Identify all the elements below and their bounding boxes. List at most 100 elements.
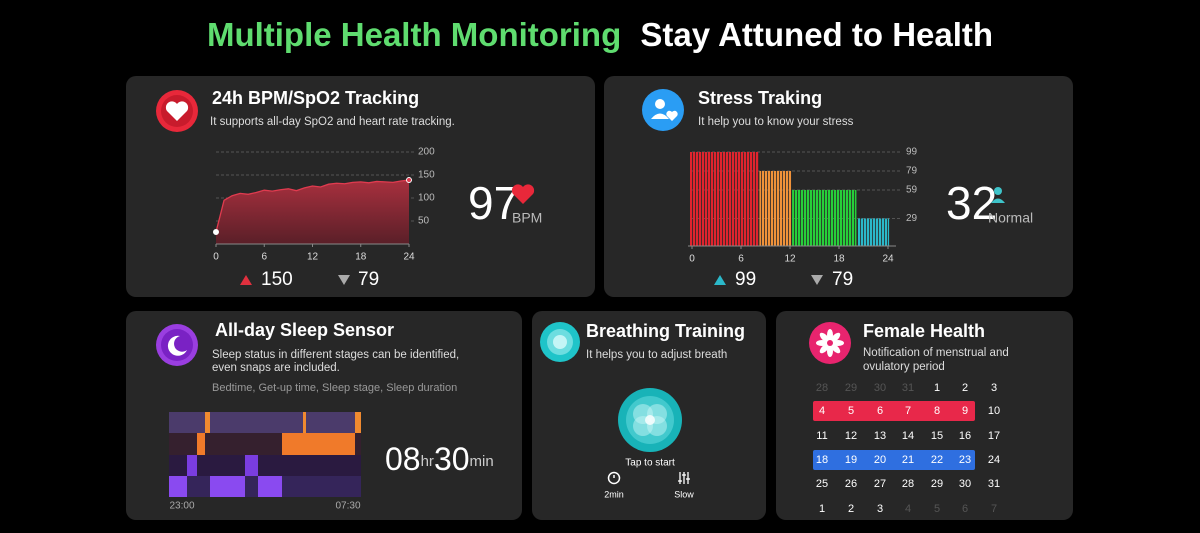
y-tick-label: 79 xyxy=(906,166,918,177)
calendar-day: 12 xyxy=(845,430,857,442)
calendar-day: 25 xyxy=(816,478,828,490)
minutes-unit: min xyxy=(470,453,494,470)
card-subtitle: ovulatory period xyxy=(863,361,945,373)
card-subtitle: It supports all-day SpO2 and heart rate … xyxy=(210,116,455,128)
charts: 50 100 150 200 0 6 12 18 24 29 59 79 99 0 6 12 18 24 xyxy=(213,147,918,265)
y-tick-label: 29 xyxy=(906,213,918,224)
up-arrow xyxy=(714,275,726,285)
calendar-day: 21 xyxy=(902,454,914,466)
breathing-icon xyxy=(540,322,580,362)
calendar-day: 2 xyxy=(848,503,854,515)
card-title: Breathing Training xyxy=(586,321,745,341)
calendar-day: 27 xyxy=(874,478,886,490)
card-subtitle: even snaps are included. xyxy=(212,362,340,374)
end-point xyxy=(406,177,412,184)
calendar-day: 4 xyxy=(819,405,825,417)
x-tick-label: 24 xyxy=(882,254,894,265)
calendar-day: 23 xyxy=(959,454,971,466)
calendar-day: 16 xyxy=(959,430,971,442)
calendar-day: 19 xyxy=(845,454,857,466)
minutes: 30 xyxy=(434,441,470,477)
x-tick-label: 0 xyxy=(689,254,695,265)
calendar-day: 20 xyxy=(874,454,886,466)
calendar-day: 5 xyxy=(848,405,854,417)
calendar-day: 15 xyxy=(931,430,943,442)
min-value: 79 xyxy=(358,269,379,290)
max-value: 150 xyxy=(261,269,293,290)
y-tick-label: 100 xyxy=(418,193,435,204)
person-glyph xyxy=(991,187,1005,203)
calendar-day: 3 xyxy=(991,382,997,394)
end-point xyxy=(213,229,219,236)
x-tick-label: 0 xyxy=(213,252,219,263)
card-title: All-day Sleep Sensor xyxy=(215,320,394,340)
calendar-day: 7 xyxy=(991,503,997,515)
period-band xyxy=(813,401,975,421)
calendar-day: 30 xyxy=(959,478,971,490)
calendar-day: 7 xyxy=(905,405,911,417)
x-tick-label: 18 xyxy=(833,254,845,265)
calendar-day: 17 xyxy=(988,430,1000,442)
calendar-day: 3 xyxy=(877,503,883,515)
calendar-day: 10 xyxy=(988,405,1000,417)
unit: BPM xyxy=(512,210,542,226)
calendar-day: 22 xyxy=(931,454,943,466)
card-title: 24h BPM/SpO2 Tracking xyxy=(212,88,419,108)
reading: 32 xyxy=(946,177,997,229)
start-time: 23:00 xyxy=(169,501,194,512)
card-subtitle: It helps you to adjust breath xyxy=(586,349,727,361)
y-tick-label: 99 xyxy=(906,147,918,158)
status: Normal xyxy=(988,210,1033,226)
female-icon xyxy=(809,322,851,364)
sleep-stage-chart xyxy=(169,412,361,497)
duration: 08hr30min xyxy=(385,441,494,477)
pace: Slow xyxy=(674,489,694,499)
y-tick-label: 59 xyxy=(906,185,918,196)
page-title: Multiple Health Monitoring Stay Attuned … xyxy=(207,16,993,53)
calendar-day: 18 xyxy=(816,454,828,466)
calendar-day: 26 xyxy=(845,478,857,490)
calendar-day: 4 xyxy=(905,503,911,515)
calendar-day: 30 xyxy=(874,382,886,394)
y-tick-label: 150 xyxy=(418,170,435,181)
hours-unit: hr xyxy=(421,453,434,470)
calendar-day: 1 xyxy=(934,382,940,394)
y-tick-label: 200 xyxy=(418,147,435,158)
ovulation-band xyxy=(813,450,975,470)
bar xyxy=(792,189,857,246)
calendar-day: 5 xyxy=(934,503,940,515)
x-tick-label: 24 xyxy=(403,252,415,263)
action[interactable]: Tap to start xyxy=(625,458,675,469)
calendar-day: 14 xyxy=(902,430,914,442)
card-title: Female Health xyxy=(863,321,985,341)
line xyxy=(215,179,410,233)
card-subtitle: Sleep status in different stages can be … xyxy=(212,349,459,361)
x-tick-label: 6 xyxy=(261,252,267,263)
bar xyxy=(857,218,890,246)
bar xyxy=(690,152,759,246)
calendar-day: 2 xyxy=(962,382,968,394)
down-arrow xyxy=(811,275,823,285)
heart-glyph xyxy=(511,184,535,204)
title-highlight: Multiple Health Monitoring xyxy=(207,16,621,53)
calendar-day: 1 xyxy=(819,503,825,515)
x-tick-label: 6 xyxy=(738,254,744,265)
calendar-day: 31 xyxy=(988,478,1000,490)
end-time: 07:30 xyxy=(335,501,360,512)
calendar-day: 8 xyxy=(934,405,940,417)
calendar-day: 13 xyxy=(874,430,886,442)
x-tick-label: 18 xyxy=(355,252,367,263)
max-value: 99 xyxy=(735,269,756,290)
down-arrow xyxy=(338,275,350,285)
bar xyxy=(759,170,792,246)
x-tick-label: 12 xyxy=(307,252,319,263)
calendar-day: 9 xyxy=(962,405,968,417)
start-button[interactable] xyxy=(618,388,682,452)
hours: 08 xyxy=(385,441,421,477)
heart-icon xyxy=(156,90,198,132)
min-value: 79 xyxy=(832,269,853,290)
x-tick-label: 12 xyxy=(784,254,796,265)
y-tick-label: 50 xyxy=(418,216,430,227)
